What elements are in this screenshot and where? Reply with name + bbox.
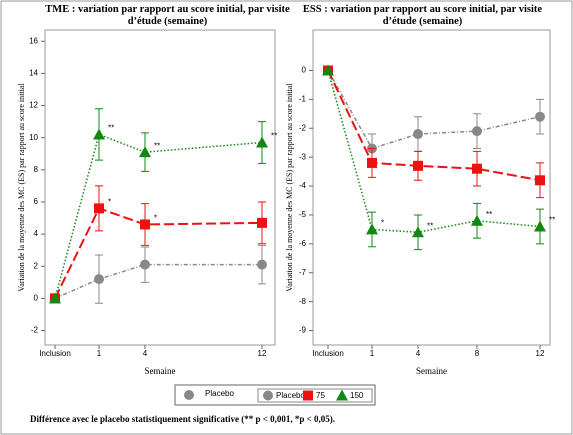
significance-label: * [154, 214, 157, 223]
x-tick-label: 4 [416, 349, 421, 358]
x-tick-label: Inclusion [39, 349, 71, 358]
significance-label: ** [486, 210, 492, 219]
marker [336, 389, 348, 401]
marker [366, 223, 378, 235]
y-tick-label: -2 [31, 326, 39, 335]
marker [257, 217, 267, 228]
y-axis-label: Variation de la moyenne des MC (ES) par … [17, 83, 26, 292]
x-tick-label: Inclusion [312, 349, 344, 358]
significance-label: * [381, 219, 384, 228]
x-axis-label: Semaine [145, 366, 176, 376]
y-tick-label: 0 [302, 66, 307, 75]
marker [49, 292, 61, 304]
legend-box [174, 384, 376, 406]
y-tick-label: -2 [299, 123, 307, 132]
x-tick-label: 8 [475, 349, 480, 358]
legend-label: Placebo [205, 389, 234, 398]
y-tick-label: 16 [29, 36, 38, 45]
y-tick-label: -1 [299, 94, 307, 103]
y-tick-label: -3 [299, 152, 307, 161]
y-tick-label: 6 [34, 197, 39, 206]
plot-box [44, 29, 276, 346]
marker [94, 274, 104, 285]
x-tick-label: 1 [370, 349, 375, 358]
marker [140, 259, 150, 270]
y-tick-label: 0 [34, 294, 39, 303]
marker [472, 126, 482, 137]
marker [535, 175, 545, 186]
marker [367, 157, 377, 168]
series-line [54, 133, 263, 299]
y-tick-label: 14 [29, 69, 38, 78]
y-tick-label: -6 [299, 239, 307, 248]
significance-label: * [108, 198, 111, 207]
legend-marker [184, 390, 194, 400]
marker [471, 214, 483, 226]
significance-label: ** [154, 141, 160, 150]
series-line [327, 70, 541, 234]
x-tick-label: 12 [258, 349, 267, 358]
footnote: Différence avec le placebo statistiqueme… [30, 414, 335, 424]
y-tick-label: -4 [299, 181, 307, 190]
plot-box [312, 29, 551, 346]
legend-label: Placebo [276, 391, 305, 400]
x-tick-label: 1 [97, 349, 102, 358]
marker [257, 259, 267, 270]
marker [263, 390, 273, 401]
marker [94, 203, 104, 214]
series-line [54, 207, 263, 299]
y-tick-label: 12 [29, 101, 38, 110]
y-tick-label: -9 [299, 326, 307, 335]
chart-title: TME : variation par rapport au score ini… [45, 4, 290, 27]
marker [93, 128, 105, 140]
y-tick-label: -7 [299, 268, 307, 277]
legend-inner-box [257, 388, 373, 403]
x-tick-label: 4 [143, 349, 148, 358]
y-axis-label: Variation de la moyenne des MC (ES) par … [285, 83, 294, 292]
marker [303, 390, 313, 401]
y-tick-label: 4 [34, 229, 39, 238]
marker [413, 160, 423, 171]
y-tick-label: 2 [34, 261, 39, 270]
marker [139, 146, 151, 158]
marker [256, 136, 268, 148]
marker [140, 219, 150, 230]
y-tick-label: 10 [29, 133, 38, 142]
x-axis-label: Semaine [416, 366, 447, 376]
x-tick-label: 12 [536, 349, 545, 358]
marker [534, 220, 546, 232]
significance-label: ** [549, 216, 555, 225]
significance-label: ** [271, 132, 277, 141]
y-tick-label: 8 [34, 165, 39, 174]
legend-label: 150 [350, 391, 364, 400]
series-line [54, 263, 262, 300]
marker [413, 129, 423, 140]
y-tick-label: -8 [299, 297, 307, 306]
marker [322, 64, 334, 76]
y-tick-label: -5 [299, 210, 307, 219]
significance-label: ** [427, 221, 433, 230]
legend-label: 75 [316, 391, 325, 400]
chart-title: ESS : variation par rapport au score ini… [302, 4, 543, 27]
marker [472, 163, 482, 174]
marker [535, 111, 545, 122]
marker [412, 226, 424, 238]
significance-label: ** [108, 124, 114, 133]
